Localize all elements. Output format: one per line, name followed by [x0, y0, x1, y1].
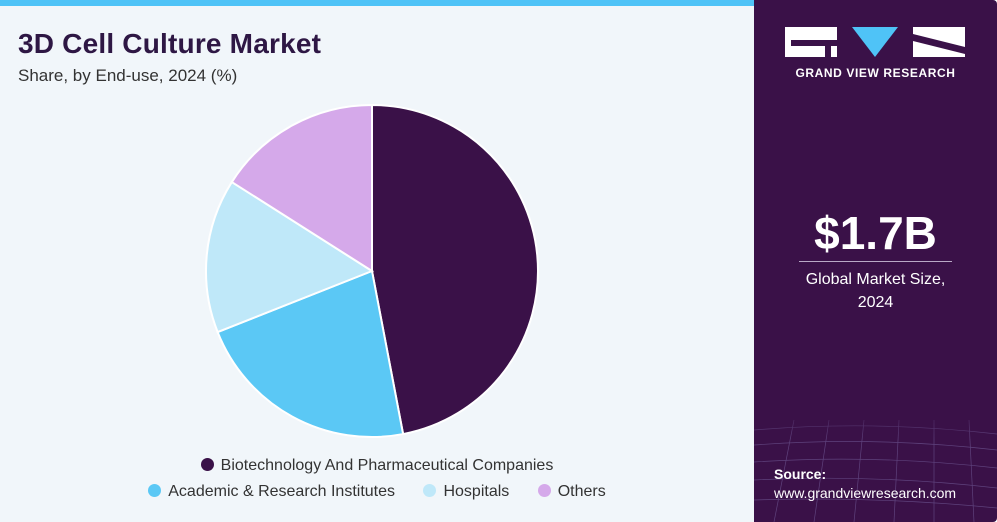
- source-url[interactable]: www.grandviewresearch.com: [774, 485, 957, 501]
- legend-item-hospitals: Hospitals: [423, 483, 509, 501]
- chart-subtitle: Share, by End-use, 2024 (%): [18, 66, 238, 85]
- chart-panel: 3D Cell Culture Market Share, by End-use…: [0, 0, 754, 522]
- market-size-value: $1.7B: [814, 207, 937, 259]
- chart-title: 3D Cell Culture Market: [18, 28, 322, 59]
- grand-view-research-logo: [785, 27, 965, 57]
- market-size-label-line1: Global Market Size,: [805, 271, 946, 288]
- legend-dot-hospitals: [423, 484, 437, 497]
- market-size-label: Global Market Size, 2024: [754, 268, 997, 314]
- legend-dot-biotech: [200, 458, 214, 471]
- stats-sidebar: GRAND VIEW RESEARCH $1.7B Global Market …: [754, 0, 997, 522]
- market-size-label-line2: 2024: [857, 294, 894, 311]
- legend-dot-others: [537, 484, 551, 497]
- legend-row-1: Biotechnology And Pharmaceutical Compani…: [0, 457, 754, 475]
- source-label: Source:: [774, 466, 827, 482]
- legend-item-biotech: Biotechnology And Pharmaceutical Compani…: [200, 457, 554, 475]
- legend-label-others: Others: [557, 483, 606, 500]
- pie-chart: [205, 103, 539, 438]
- pie-slice-biotech: [371, 103, 539, 436]
- legend-row-2: Academic & Research Institutes Hospitals…: [0, 483, 754, 501]
- legend-dot-academic: [148, 484, 162, 497]
- legend-label-biotech: Biotechnology And Pharmaceutical Compani…: [220, 457, 554, 474]
- brand-name: GRAND VIEW RESEARCH: [795, 66, 956, 80]
- legend-item-others: Others: [537, 483, 606, 501]
- legend-label-hospitals: Hospitals: [443, 483, 510, 500]
- pie-slice-hospitals: [205, 180, 375, 334]
- decorative-grid: [754, 400, 997, 522]
- top-accent-bar: [0, 0, 754, 6]
- pie-slice-others: [230, 103, 373, 273]
- legend-label-academic: Academic & Research Institutes: [168, 483, 396, 500]
- pie-slice-academic: [216, 269, 405, 438]
- stat-divider: [799, 261, 952, 262]
- legend-item-academic: Academic & Research Institutes: [148, 483, 395, 501]
